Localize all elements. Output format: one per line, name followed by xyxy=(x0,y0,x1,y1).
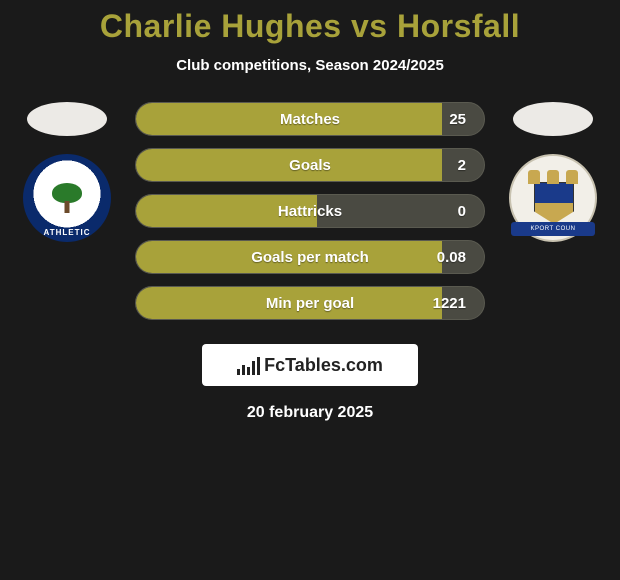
stat-row: Matches 25 xyxy=(135,102,485,136)
tree-icon xyxy=(50,183,84,213)
player-right-avatar xyxy=(513,102,593,136)
date-label: 20 february 2025 xyxy=(0,404,620,422)
stat-label: Matches xyxy=(280,111,340,128)
page-title: Charlie Hughes vs Horsfall xyxy=(0,8,620,45)
shield-icon xyxy=(528,170,578,226)
stat-value: 25 xyxy=(449,111,466,128)
stat-value: 0 xyxy=(458,203,466,220)
stat-value: 1221 xyxy=(433,295,466,312)
subtitle: Club competitions, Season 2024/2025 xyxy=(0,57,620,74)
comparison-row: ATHLETIC Matches 25 Goals 2 Hattricks 0 xyxy=(0,102,620,320)
crest-lions xyxy=(528,170,578,184)
stat-row: Goals 2 xyxy=(135,148,485,182)
crest-right-ribbon: KPORT COUN xyxy=(511,222,595,236)
stat-label: Goals per match xyxy=(251,249,369,266)
brand-text: FcTables.com xyxy=(264,355,383,376)
stats-list: Matches 25 Goals 2 Hattricks 0 Goals per… xyxy=(135,102,485,320)
player-right-column: KPORT COUN xyxy=(503,102,603,242)
stat-row: Goals per match 0.08 xyxy=(135,240,485,274)
crest-left-text: ATHLETIC xyxy=(23,228,111,237)
stat-row: Min per goal 1221 xyxy=(135,286,485,320)
chart-bars-icon xyxy=(237,355,260,375)
crest-left-band: ATHLETIC xyxy=(23,219,111,241)
club-crest-right: KPORT COUN xyxy=(509,154,597,242)
stat-label: Goals xyxy=(289,157,331,174)
player-left-column: ATHLETIC xyxy=(17,102,117,242)
stat-value: 0.08 xyxy=(437,249,466,266)
stat-value: 2 xyxy=(458,157,466,174)
stat-label: Hattricks xyxy=(278,203,342,220)
stat-row: Hattricks 0 xyxy=(135,194,485,228)
stat-label: Min per goal xyxy=(266,295,354,312)
brand-logo[interactable]: FcTables.com xyxy=(202,344,418,386)
player-left-avatar xyxy=(27,102,107,136)
club-crest-left: ATHLETIC xyxy=(23,154,111,242)
comparison-card: Charlie Hughes vs Horsfall Club competit… xyxy=(0,0,620,422)
